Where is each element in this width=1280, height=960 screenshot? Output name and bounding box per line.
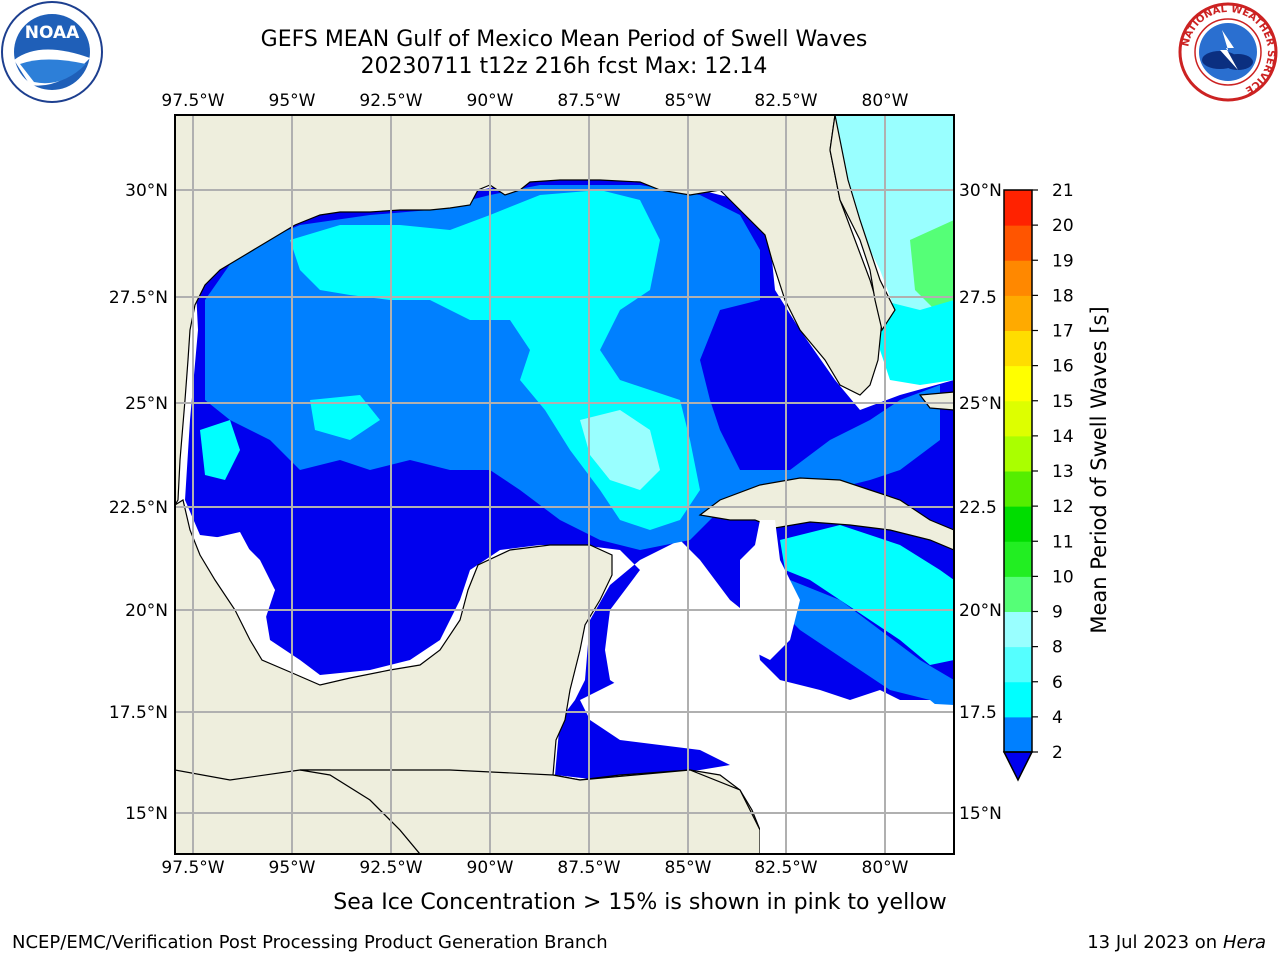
lat-label-left: 30°N (125, 181, 168, 201)
lat-label-left: 27.5°N (109, 288, 168, 308)
lat-label-left: 20°N (125, 601, 168, 621)
lon-label-top: 82.5°W (754, 91, 817, 111)
lon-label-bottom: 87.5°W (557, 858, 620, 878)
colorbar-tick-label: 19 (1052, 251, 1074, 271)
colorbar-segment (1004, 295, 1032, 331)
lon-label-top: 87.5°W (557, 91, 620, 111)
map-title: GEFS MEAN Gulf of Mexico Mean Period of … (260, 27, 868, 52)
footer-credit: NCEP/EMC/Verification Post Processing Pr… (12, 932, 608, 953)
lat-labels-right: 30°N 27.5 25°N 22.5 20°N 17.5 15°N (959, 181, 1002, 824)
lon-label-top: 90°W (467, 91, 514, 111)
noaa-logo-text: NOAA (25, 23, 80, 43)
footer-date: 13 Jul 2023 on Hera (1087, 932, 1266, 953)
swell-field-cyan-west (200, 420, 240, 480)
lat-label-left: 15°N (125, 804, 168, 824)
swell-field-caribbean-cyan (780, 525, 954, 665)
colorbar-tick-label: 9 (1052, 603, 1063, 623)
lon-label-bottom: 90°W (467, 858, 514, 878)
swell-field-atlantic-green (910, 220, 954, 310)
sea-ice-note: Sea Ice Concentration > 15% is shown in … (333, 890, 947, 915)
colorbar-segment (1004, 400, 1032, 437)
colorbar: 2 4 6 8 9 10 11 12 13 14 15 16 17 18 19 20 21 (1002, 181, 1074, 782)
colorbar-segment (1004, 681, 1032, 718)
colorbar-segment (1004, 646, 1032, 683)
colorbar-segment (1004, 330, 1032, 367)
nodata-caribbean (580, 675, 954, 854)
footer-host: Hera (1222, 932, 1266, 953)
map-subtitle: 20230711 t12z 216h fcst Max: 12.14 (360, 54, 768, 79)
lat-label-left: 25°N (125, 394, 168, 414)
colorbar-tick-label: 11 (1052, 532, 1074, 552)
lon-label-bottom: 80°W (862, 858, 909, 878)
lon-label-top: 95°W (269, 91, 316, 111)
lon-label-top: 80°W (862, 91, 909, 111)
colorbar-tick-label: 8 (1052, 638, 1063, 658)
swell-field-light-cyan (580, 410, 660, 490)
colorbar-segment (1004, 260, 1032, 296)
lon-label-top: 85°W (665, 91, 712, 111)
colorbar-tick-label: 18 (1052, 286, 1074, 306)
swell-field-cyan-mid (310, 395, 380, 440)
lat-label-right: 15°N (959, 804, 1002, 824)
colorbar-tick-label: 21 (1052, 181, 1074, 201)
lat-label-right: 30°N (959, 181, 1002, 201)
lon-label-bottom: 85°W (665, 858, 712, 878)
lon-label-top: 97.5°W (161, 91, 224, 111)
lat-label-left: 22.5°N (109, 498, 168, 518)
colorbar-extend-arrow (1002, 751, 1034, 782)
lon-label-bottom: 95°W (269, 858, 316, 878)
colorbar-segment (1004, 365, 1032, 402)
nodata-bay-campeche (205, 532, 275, 620)
colorbar-tick-label: 14 (1052, 427, 1074, 447)
lon-label-top: 92.5°W (359, 91, 422, 111)
land-mexico (175, 499, 761, 854)
swell-field-atlantic-cyan (880, 300, 954, 385)
lat-label-right: 25°N (959, 394, 1002, 414)
colorbar-tick-label: 20 (1052, 216, 1074, 236)
colorbar-segment (1004, 506, 1032, 542)
colorbar-segment (1004, 611, 1032, 648)
colorbar-segment (1004, 190, 1032, 226)
colorbar-segment (1004, 576, 1032, 612)
noaa-logo: NOAA (1, 1, 103, 103)
map-area (175, 115, 954, 854)
lat-label-right: 20°N (959, 601, 1002, 621)
lat-label-right: 27.5 (959, 288, 997, 308)
colorbar-tick-label: 17 (1052, 322, 1074, 342)
lat-label-right: 17.5 (959, 703, 997, 723)
lon-labels-bottom: 97.5°W 95°W 92.5°W 90°W 87.5°W 85°W 82.5… (161, 858, 908, 878)
colorbar-tick-label: 10 (1052, 567, 1074, 587)
colorbar-tick-label: 12 (1052, 497, 1074, 517)
colorbar-tick-label: 16 (1052, 357, 1074, 377)
lon-label-bottom: 92.5°W (359, 858, 422, 878)
colorbar-segment (1004, 541, 1032, 577)
colorbar-tick-label: 13 (1052, 462, 1074, 482)
land-florida-east (829, 115, 896, 332)
colorbar-segment (1004, 225, 1032, 261)
lat-labels-left: 30°N 27.5°N 25°N 22.5°N 20°N 17.5°N 15°N (109, 181, 168, 824)
colorbar-tick-label: 2 (1052, 743, 1063, 763)
colorbar-tick-label: 6 (1052, 673, 1063, 693)
land-north-america (175, 115, 883, 507)
lon-labels-top: 97.5°W 95°W 92.5°W 90°W 87.5°W 85°W 82.5… (161, 91, 908, 111)
colorbar-tick-label: 15 (1052, 392, 1074, 412)
footer-date-text: 13 Jul 2023 on (1087, 932, 1223, 953)
lon-label-bottom: 82.5°W (754, 858, 817, 878)
colorbar-segment (1004, 471, 1032, 507)
lat-label-left: 17.5°N (109, 703, 168, 723)
graticule (175, 115, 954, 854)
colorbar-segment (1004, 435, 1032, 472)
colorbar-segment (1004, 716, 1032, 753)
nws-logo: NATIONAL WEATHER SERVICE (1178, 2, 1278, 102)
lat-label-right: 22.5 (959, 498, 997, 518)
swell-field-caribbean-blue (780, 580, 954, 720)
map-frame (174, 114, 955, 855)
colorbar-title: Mean Period of Swell Waves [s] (1087, 306, 1111, 633)
lon-label-bottom: 97.5°W (161, 858, 224, 878)
colorbar-tick-label: 4 (1052, 708, 1063, 728)
